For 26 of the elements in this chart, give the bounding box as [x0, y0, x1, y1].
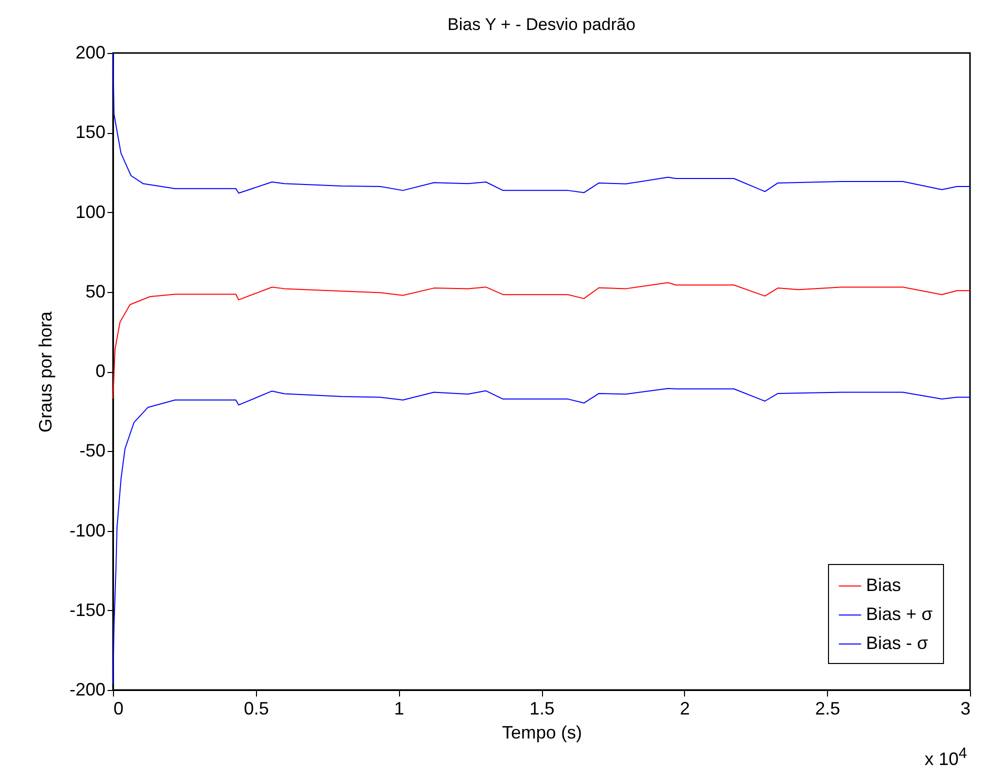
y-tick-label: -150	[69, 600, 106, 620]
x-tick-label: 3	[960, 698, 970, 718]
x-tick-label: 1.5	[529, 698, 555, 718]
y-tick-label: 0	[95, 361, 106, 381]
legend-label: Bias	[866, 575, 902, 595]
y-tick-label: -50	[79, 440, 106, 461]
y-tick-label: 150	[75, 122, 106, 142]
x-tick-label: 0.5	[244, 698, 269, 718]
line-series	[112, 52, 970, 194]
x-tick-label: 1	[394, 698, 404, 718]
x-tick-label: 2.5	[815, 698, 840, 718]
x-axis-title: Tempo (s)	[502, 722, 582, 742]
line-series	[112, 282, 970, 400]
text: x 10$^{4}$	[924, 745, 967, 770]
line-series	[112, 388, 970, 684]
x-tick-label: 0	[114, 698, 124, 718]
legend-label: Bias - σ	[866, 633, 928, 653]
y-tick-label: -200	[69, 680, 106, 700]
x-tick-label: 2	[680, 698, 690, 718]
y-tick-label: -100	[69, 520, 106, 540]
legend-label: Bias + σ	[866, 604, 933, 624]
y-tick-label: 200	[75, 42, 106, 62]
y-tick-label: 50	[85, 281, 106, 302]
y-tick-label: 100	[75, 202, 106, 222]
chart-title: Bias Y + - Desvio padrão	[448, 15, 636, 34]
y-axis-title: Graus por hora	[35, 310, 56, 433]
